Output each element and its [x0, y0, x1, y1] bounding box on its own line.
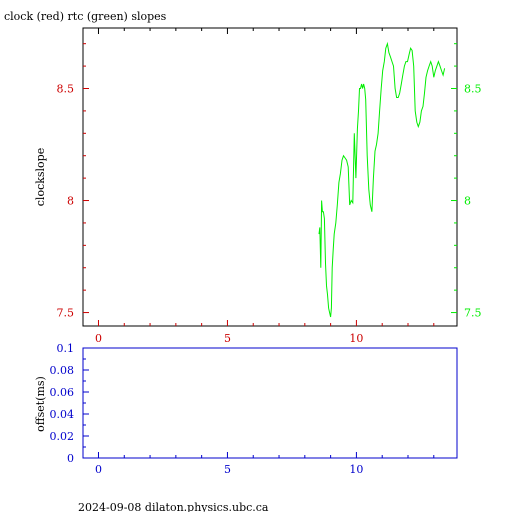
slope-left-y-tick-labels: 7.5 8 8.5 [57, 82, 75, 319]
slope-y-tick-label-left: 8.5 [57, 82, 75, 95]
slope-minor-ticks [83, 28, 457, 326]
slope-y-tick-label-right: 8 [464, 195, 471, 208]
slope-x-tick-label: 10 [349, 332, 363, 345]
footer-caption: 2024-09-08 dilaton.physics.ubc.ca [78, 501, 269, 512]
offset-plot-frame [82, 347, 458, 459]
slope-y-tick-label-left: 7.5 [57, 307, 75, 320]
offset-x-tick-labels: 0 5 10 [95, 463, 363, 476]
offset-y-tick-label: 0 [67, 452, 74, 465]
slope-x-tick-label: 5 [224, 332, 231, 345]
slope-y-axis-label: clockslope [34, 148, 47, 206]
offset-x-tick-label: 5 [224, 463, 231, 476]
offset-y-tick-label: 0.08 [50, 364, 75, 377]
offset-y-tick-label: 0.02 [50, 430, 75, 443]
slope-x-tick-label: 0 [95, 332, 102, 345]
slope-right-y-tick-labels: 7.5 8 8.5 [464, 82, 482, 319]
offset-y-axis-label: offset(ms) [34, 376, 47, 432]
offset-x-tick-label: 0 [95, 463, 102, 476]
offset-minor-ticks [83, 347, 435, 459]
offset-y-tick-label: 0.06 [50, 386, 75, 399]
slope-y-tick-label-left: 8 [67, 195, 74, 208]
slope-panel: 0 5 10 7.5 8 8.5 7.5 8 8.5 clockslope [34, 27, 482, 345]
slope-plot-frame [82, 27, 458, 327]
offset-x-tick-label: 10 [349, 463, 363, 476]
slope-series-group [318, 41, 446, 318]
chart-title: clock (red) rtc (green) slopes [4, 10, 167, 23]
offset-y-tick-label: 0.04 [50, 408, 75, 421]
offset-y-tick-labels: 0 0.02 0.04 0.06 0.08 0.1 [50, 342, 75, 465]
slope-x-tick-labels: 0 5 10 [95, 332, 363, 345]
slope-y-tick-label-right: 7.5 [464, 307, 482, 320]
offset-y-tick-label: 0.1 [57, 342, 75, 355]
slope-y-tick-label-right: 8.5 [464, 82, 482, 95]
offset-panel: 0 5 10 0 0.02 0.04 0.06 0.08 0.1 offset(ms) [34, 342, 458, 476]
series-line-rtc [318, 41, 446, 318]
